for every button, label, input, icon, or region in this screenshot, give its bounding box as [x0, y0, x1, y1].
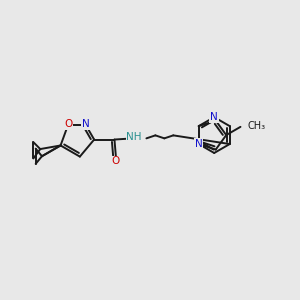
Text: N: N [210, 112, 218, 122]
Text: N: N [82, 119, 89, 129]
Text: N: N [195, 139, 203, 149]
Text: O: O [112, 156, 120, 166]
Text: NH: NH [126, 133, 142, 142]
Text: CH₃: CH₃ [248, 121, 266, 131]
Text: O: O [64, 119, 72, 129]
